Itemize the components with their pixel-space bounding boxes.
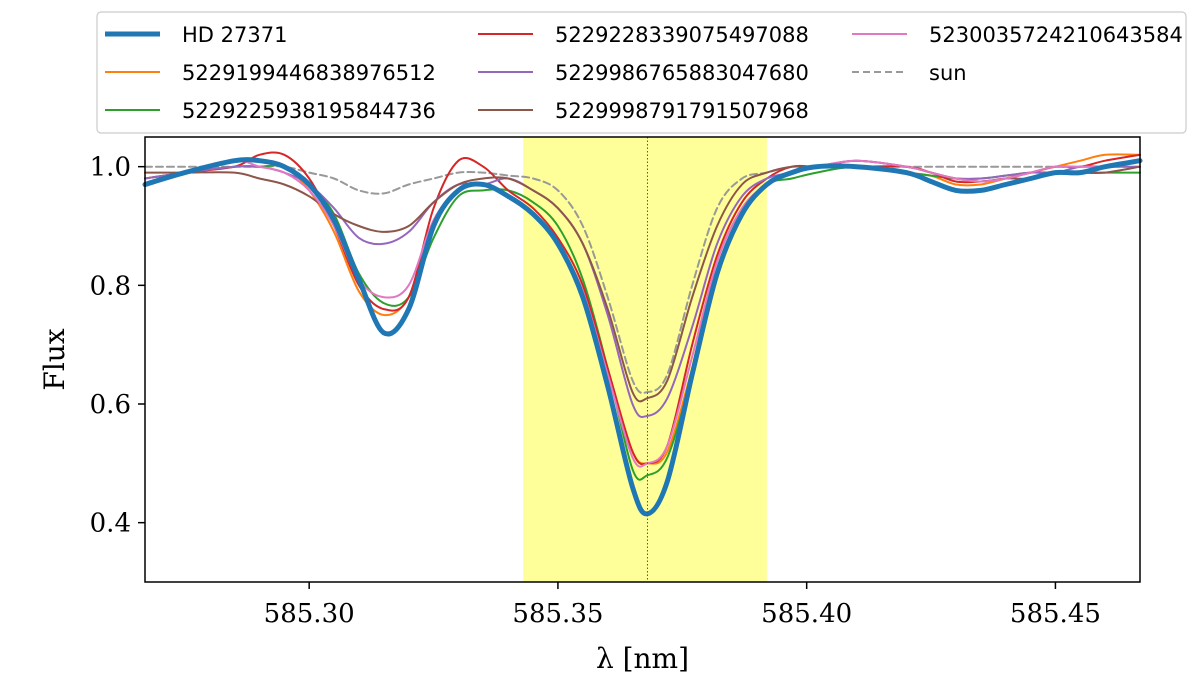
x-axis-ticks: 585.30 585.35 585.40 585.45 <box>264 582 1101 629</box>
y-tick-label: 0.8 <box>90 271 131 301</box>
plot-frame <box>144 136 1141 583</box>
series-line-0 <box>142 157 1143 517</box>
y-tick-label: 1.0 <box>90 153 131 183</box>
y-axis-label: Flux <box>38 328 71 390</box>
legend-label: 5229986765883047680 <box>555 61 809 85</box>
legend-label: 5229998791791507968 <box>555 99 809 123</box>
legend-label: 5229199446838976512 <box>182 61 436 85</box>
y-tick-label: 0.4 <box>90 509 131 539</box>
x-tick-label: 585.40 <box>761 599 852 629</box>
x-tick-label: 585.30 <box>264 599 355 629</box>
highlight-band-layer <box>523 137 767 582</box>
legend-label: 5230035724210643584 <box>929 23 1183 47</box>
series-layer <box>142 151 1143 517</box>
y-axis-ticks: 0.4 0.6 0.8 1.0 <box>90 153 145 539</box>
legend-label: 5229228339075497088 <box>555 23 809 47</box>
legend-label: HD 27371 <box>182 23 287 47</box>
x-tick-label: 585.45 <box>1010 599 1101 629</box>
x-axis-label: λ [nm] <box>596 642 689 675</box>
series-line-4 <box>144 159 1141 418</box>
y-tick-label: 0.6 <box>90 390 131 420</box>
x-tick-label: 585.35 <box>512 599 603 629</box>
highlight-band <box>523 137 767 582</box>
legend-label: 5229225938195844736 <box>182 99 436 123</box>
legend-label: sun <box>929 61 967 85</box>
legend: HD 27371 5229199446838976512 5229225938195… <box>96 11 1187 134</box>
legend-box <box>96 11 1187 134</box>
series-line-7 <box>144 165 1141 394</box>
